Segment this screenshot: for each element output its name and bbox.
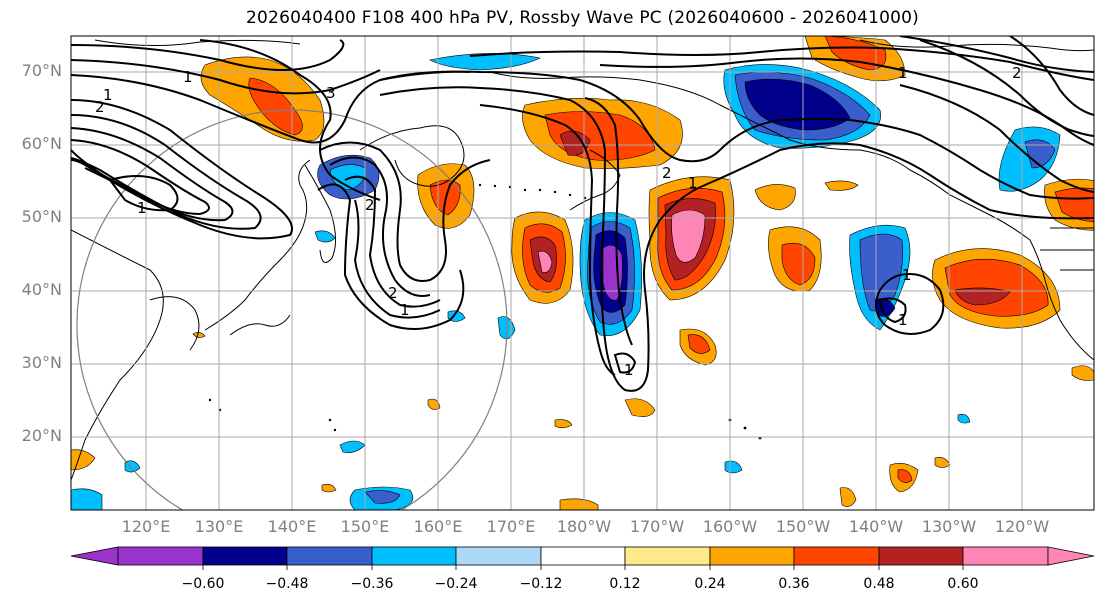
colorbar-tick-label: 0.36 (778, 576, 810, 592)
lon-label: 150°E (340, 517, 390, 536)
lon-label: 160°E (413, 517, 463, 536)
contour-label: 3 (326, 84, 336, 102)
contour-label: 2 (1012, 64, 1022, 82)
contour-label: 1 (688, 174, 698, 192)
lon-label: 170°E (486, 517, 536, 536)
lon-label: 130°W (921, 517, 977, 536)
colorbar-tick-label: −0.36 (350, 576, 394, 592)
colorbar-tick-label: −0.48 (265, 576, 309, 592)
colorbar-tick-label: −0.12 (519, 576, 563, 592)
contour-label: 1 (624, 361, 634, 379)
lon-label: 120°E (121, 517, 171, 536)
lat-label: 30°N (21, 353, 62, 372)
colorbar-tick-label: −0.24 (434, 576, 478, 592)
contour-label: 1 (137, 199, 147, 217)
colorbar-over-triangle (1047, 546, 1095, 566)
lat-label: 20°N (21, 426, 62, 445)
contour-label: 1 (902, 266, 912, 284)
lon-label: 130°E (194, 517, 244, 536)
radius-circle (76, 109, 508, 510)
contour-label: 1 (898, 64, 908, 82)
contour-label: 2 (388, 284, 398, 302)
contour-label: 1 (898, 311, 908, 329)
lat-label: 40°N (21, 280, 62, 299)
contour-label: 2 (662, 164, 672, 182)
lon-label: 180°W (556, 517, 612, 536)
contour-label: 1 (400, 301, 410, 319)
contour-label: 2 (95, 98, 105, 116)
colorbar-tick-label: −0.60 (181, 576, 225, 592)
contour-label: 1 (183, 68, 193, 86)
shaded-anomalies (71, 36, 1094, 510)
lon-label: 140°E (267, 517, 317, 536)
map-title: 2026040400 F108 400 hPa PV, Rossby Wave … (246, 8, 919, 28)
lat-label: 70°N (21, 61, 62, 80)
lat-label: 60°N (21, 134, 62, 153)
colorbar-tick-label: 0.12 (609, 576, 641, 592)
contour-label: 2 (365, 196, 375, 214)
lon-label: 160°W (702, 517, 758, 536)
colorbar-tick-label: 0.24 (694, 576, 726, 592)
colorbar-tick-label: 0.60 (947, 576, 979, 592)
lon-label: 170°W (629, 517, 685, 536)
lon-label: 120°W (994, 517, 1050, 536)
lon-label: 150°W (775, 517, 831, 536)
lat-label: 50°N (21, 207, 62, 226)
map-panel: 1 2 1 3 1 2 1 2 2 1 1 1 1 1 2 (71, 36, 1094, 510)
map-frame (70, 35, 1095, 511)
contour-label-layer: 1 2 1 3 1 2 1 2 2 1 1 1 1 1 2 (95, 64, 1022, 379)
colorbar (70, 546, 1095, 570)
colorbar-tick-label: 0.48 (863, 576, 895, 592)
lon-label: 140°W (848, 517, 904, 536)
colorbar-under-triangle (70, 546, 119, 566)
colorbar-ticks (202, 565, 964, 570)
pv-contours (71, 36, 1094, 392)
contour-label: 1 (103, 86, 113, 104)
